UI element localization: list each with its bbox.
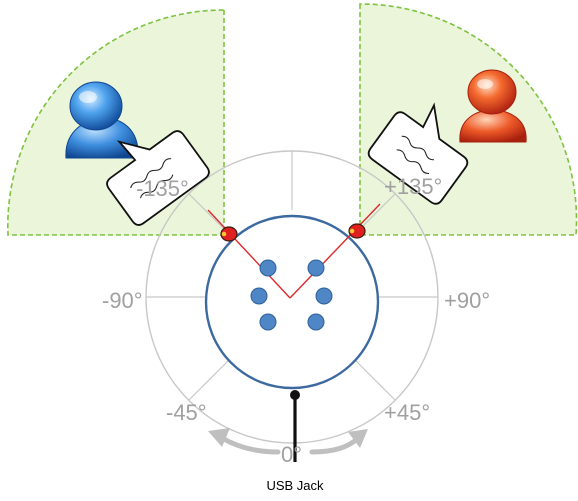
mic-icon	[259, 313, 277, 331]
beam-lines	[207, 203, 381, 299]
right-speech-bubble-icon	[367, 102, 469, 205]
board-outline	[204, 214, 380, 390]
angle-label-zero: 0°	[281, 442, 302, 467]
microphone-array	[250, 259, 333, 331]
right-user-person-icon	[459, 69, 527, 143]
mic-icon	[315, 287, 333, 305]
mic-icon	[259, 259, 277, 277]
angle-label-minus-90: -90°	[102, 288, 143, 313]
mic-icon	[250, 287, 268, 305]
left-user-person-icon	[65, 81, 139, 159]
angle-label-minus-45: -45°	[166, 400, 207, 425]
angle-label-plus-45: +45°	[384, 400, 430, 425]
usb-jack-connector	[290, 390, 300, 462]
usb-jack-label: USB Jack	[266, 478, 324, 493]
angle-label-plus-90: +90°	[444, 288, 490, 313]
left-direction-marker	[220, 226, 238, 242]
mic-icon	[307, 259, 325, 277]
angle-label-plus-135: +135°	[384, 174, 442, 199]
mic-icon	[307, 313, 325, 331]
rotate-arrow-head-icon	[208, 428, 368, 448]
right-direction-marker	[348, 223, 366, 239]
angle-label-minus-135: -135°	[136, 176, 189, 201]
left-speech-bubble-icon	[106, 130, 210, 226]
